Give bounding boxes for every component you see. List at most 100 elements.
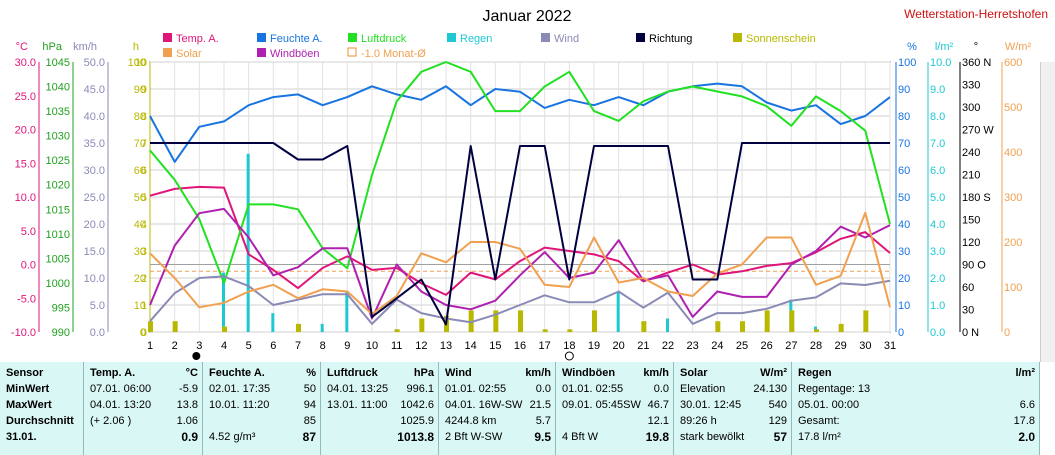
tick-label: 1020 (46, 180, 70, 192)
tick-label: 50.0 (84, 57, 105, 69)
axes: °C30.025.020.015.010.05.00.0-5.0-10.0hPa… (11, 41, 1032, 339)
tick-label: 4 (141, 219, 147, 231)
legend-label: Richtung (649, 33, 692, 45)
x-tick-label: 5 (246, 340, 252, 352)
stats-row: 1013.8 (397, 430, 434, 444)
stats-column: Regen l/m² Regentage: 13 05.01. 00:00 6.6 Ges… (792, 362, 1040, 455)
tick-label: 60 (134, 165, 146, 177)
tick-label: 0 (140, 327, 146, 339)
axis-unit: W/m² (1005, 41, 1032, 53)
stats-row: 2 Bft W-SW 9.5 (445, 430, 551, 444)
tick-label: 10.0 (930, 57, 951, 69)
tick-label: 20 (134, 273, 146, 285)
tick-label: 100 (128, 57, 146, 69)
tick-label: 30 (898, 246, 910, 258)
tick-label: 4.0 (930, 219, 945, 231)
x-tick-label: 20 (613, 340, 625, 352)
x-tick-label: 15 (489, 340, 501, 352)
sunshine-bar (493, 310, 499, 332)
legend-swatch (163, 33, 172, 42)
column-header: Luftdruck (327, 367, 378, 379)
stats-row: 01.01. 02:55 0.0 (562, 383, 669, 395)
rain-bar (616, 291, 620, 332)
tick-label: 70 (134, 138, 146, 150)
column-header: Solar (680, 367, 708, 379)
x-tick-label: 17 (539, 340, 551, 352)
sunshine-bar (172, 321, 178, 332)
stats-column: Luftdruck hPa 04.01. 13:25 996.1 13.01. 11:0… (321, 362, 439, 455)
sunshine-bar (863, 310, 869, 332)
tick-label: 150 (962, 215, 980, 227)
tick-label: 20 (898, 273, 910, 285)
column-header: Windböen (562, 367, 616, 379)
stats-row: 07.01. 06:00 -5.9 (90, 383, 198, 395)
wind-line (149, 275, 891, 325)
x-tick-label: 4 (221, 340, 227, 352)
tick-label: 990 (52, 327, 70, 339)
tick-label: 1025 (46, 155, 70, 167)
stats-row: 89:26 h 129 (680, 415, 787, 427)
tick-label: 10 (134, 300, 146, 312)
tick-label: 0.0 (90, 327, 105, 339)
legend-swatch (348, 33, 357, 42)
stats-column: Windböen km/h 01.01. 02:55 0.0 09.01. 05:45S… (556, 362, 674, 455)
stats-row: Elevation 24.130 (680, 383, 787, 395)
legend-swatch (541, 33, 550, 42)
rain-bar (345, 291, 349, 332)
column-header: Temp. A. (90, 367, 136, 379)
legend-swatch (447, 33, 456, 42)
stats-row: 04.01. 13:20 13.8 (90, 399, 198, 411)
tick-label: 7 (141, 138, 147, 150)
tick-label: 240 (962, 147, 980, 159)
tick-label: 90 (898, 84, 910, 96)
tick-label: 6 (141, 165, 147, 177)
luftdruck-line (149, 61, 891, 284)
sunshine-bar (518, 310, 523, 332)
x-tick-label: 18 (563, 340, 575, 352)
stats-table: Sensor MinWert MaxWert Durchschnitt 31.01. Te… (0, 362, 1040, 455)
column-unit: W/m² (760, 367, 787, 379)
tick-label: -10.0 (11, 327, 36, 339)
x-tick-label: 22 (662, 340, 674, 352)
axis-unit: l/m² (935, 41, 954, 53)
x-tick-label: 30 (859, 340, 871, 352)
tick-label: 30 (962, 305, 974, 317)
tick-label: 30.0 (84, 165, 105, 177)
sunshine-bar (567, 329, 573, 332)
scrollbar[interactable] (1040, 62, 1055, 362)
sunshine-bar (394, 329, 400, 332)
tick-label: 50 (134, 192, 146, 204)
stats-row: 0.9 (181, 430, 198, 444)
x-tick-label: 21 (637, 340, 649, 352)
sunshine-bar (148, 321, 153, 332)
station-name: Wetterstation-Herretshofen (904, 7, 1048, 21)
tick-label: 180 S (962, 192, 991, 204)
tick-label: 1000 (46, 278, 70, 290)
tick-label: 20.0 (84, 219, 105, 231)
stats-row: MinWert (6, 383, 50, 395)
stats-row: 01.01. 02:55 0.0 (445, 383, 551, 395)
tick-label: 40 (898, 219, 910, 231)
legend-label: Windböen (270, 48, 320, 60)
tick-label: 0 (898, 327, 904, 339)
tick-label: 0 (141, 327, 147, 339)
tick-label: 1045 (46, 57, 70, 69)
tick-label: 70 (898, 138, 910, 150)
stats-row: 04.01. 13:25 996.1 (327, 383, 434, 395)
legend-label: Feuchte A. (270, 33, 323, 45)
tick-label: 8 (141, 111, 147, 123)
stats-row: (+ 2.06 ) 1.06 (90, 415, 198, 427)
tick-label: 1010 (46, 229, 70, 241)
x-tick-label: 31 (884, 340, 896, 352)
stats-row: 4 Bft W 19.8 (562, 430, 669, 444)
tick-label: 9.0 (930, 84, 945, 96)
tick-label: 5.0 (90, 300, 105, 312)
column-header: Regen (798, 367, 832, 379)
legend-label: Wind (554, 33, 579, 45)
legend-swatch (257, 48, 266, 57)
x-axis: 1 2 3 4 5 6 7 8 9 10 11 12 13 14 15 16 17 18 19 20 21 22 23 24 2… (147, 340, 896, 361)
x-tick-label: 24 (711, 340, 723, 352)
stats-row: MaxWert (6, 399, 52, 411)
tick-label: 1 (141, 300, 147, 312)
column-header: Sensor (6, 367, 44, 379)
